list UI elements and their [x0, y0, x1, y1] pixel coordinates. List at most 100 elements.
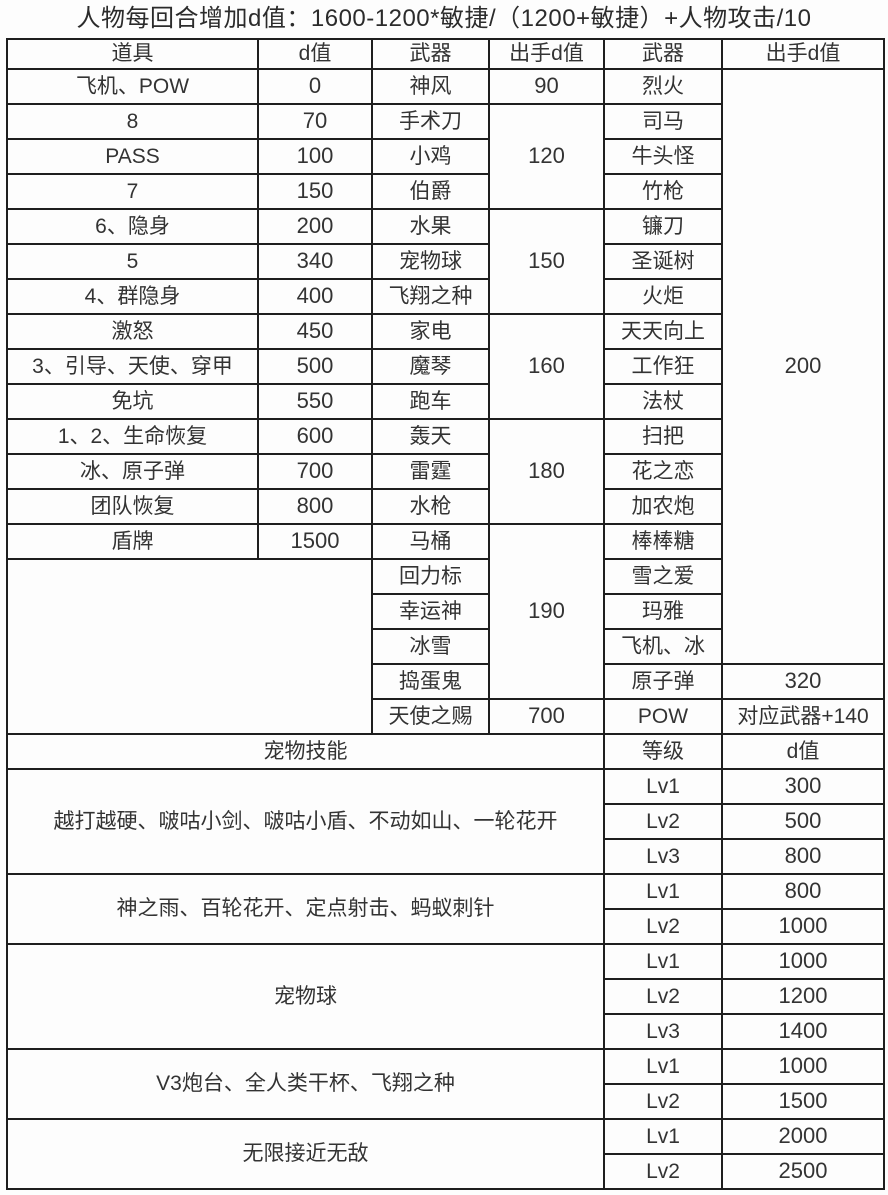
table-row: 回力标 雪之爱	[6, 558, 884, 735]
item-d-cell: 700	[257, 453, 373, 490]
table-row: 团队恢复 800 水枪 加农炮	[6, 488, 884, 525]
header-d: d值	[257, 38, 373, 70]
weapon-d-cell: 90	[488, 68, 605, 105]
item-name-cell: 团队恢复	[6, 488, 259, 525]
weapon-name-cell: 家电	[371, 313, 490, 350]
weapon-name-cell: 神风	[371, 68, 490, 105]
table-row: Lv2 1000	[7, 908, 885, 945]
level-cell: Lv2	[603, 803, 723, 840]
header-weapon1: 武器	[371, 38, 490, 70]
item-name-cell: 3、引导、天使、穿甲	[6, 348, 259, 385]
weapon-d-cell-merged: 160	[488, 313, 605, 420]
pet-group-cell: 无限接近无敌	[6, 1118, 605, 1190]
item-d-cell: 200	[257, 208, 373, 245]
weapon-name-cell: 司马	[603, 103, 723, 140]
level-d-cell: 1000	[721, 1048, 885, 1085]
table-row: 冰、原子弹 700 雷霆 花之恋	[6, 453, 884, 490]
weapon-name-cell: 雪之爱	[603, 558, 723, 595]
table-row: 天使之赐 700 POW 对应武器+140	[7, 698, 885, 735]
item-d-cell: 800	[257, 488, 373, 525]
weapon-name-cell: 天使之赐	[371, 698, 490, 735]
table-row: 7 150 伯爵 竹枪	[6, 173, 884, 210]
weapon-name-cell: 捣蛋鬼	[371, 663, 490, 700]
weapon-name-cell: 手术刀	[371, 103, 490, 140]
level-cell: Lv2	[603, 978, 723, 1015]
weapon-name-cell: 小鸡	[371, 138, 490, 175]
item-d-cell: 600	[257, 418, 373, 455]
item-d-cell: 500	[257, 348, 373, 385]
level-cell: Lv2	[603, 908, 723, 945]
weapon-name-cell: 牛头怪	[603, 138, 723, 175]
weapon-d-cell-merged: 120	[488, 103, 605, 210]
level-d-cell: 800	[721, 873, 885, 910]
item-d-cell: 550	[257, 383, 373, 420]
level-d-cell: 1500	[721, 1083, 885, 1120]
table-row: Lv2 1500	[7, 1083, 885, 1120]
weapon-name-cell: 加农炮	[603, 488, 723, 525]
weapon-name-cell: 玛雅	[603, 593, 723, 630]
item-d-cell: 0	[257, 68, 373, 105]
weapon-name-cell: 飞翔之种	[371, 278, 490, 315]
weapon-name-cell: 原子弹	[603, 663, 723, 700]
weapon-name-cell: 飞机、冰	[603, 628, 723, 665]
level-cell: Lv1	[603, 873, 723, 910]
weapon-name-cell: 棒棒糖	[603, 523, 723, 560]
weapon-name-cell: 工作狂	[603, 348, 723, 385]
item-name-cell: 8	[6, 103, 259, 140]
header-item: 道具	[6, 38, 259, 70]
item-name-cell: 5	[6, 243, 259, 280]
table-header-row: 道具 d值 武器 出手d值 武器 出手d值	[6, 38, 885, 70]
weapon-d-cell: 700	[488, 698, 605, 735]
weapon-d-cell: 对应武器+140	[721, 698, 885, 735]
empty-cell	[6, 558, 373, 735]
table-row: 神之雨、百轮花开、定点射击、蚂蚁刺针 Lv1 800	[6, 873, 885, 945]
weapon-name-cell: 花之恋	[603, 453, 723, 490]
weapon-name-cell: 回力标	[371, 558, 490, 595]
level-cell: Lv1	[603, 1048, 723, 1085]
table-row: 冰雪 飞机、冰	[7, 628, 884, 665]
weapon-name-cell: 火炬	[603, 278, 723, 315]
pet-group-cell: 越打越硬、啵咕小剑、啵咕小盾、不动如山、一轮花开	[6, 768, 605, 875]
item-name-cell: PASS	[6, 138, 259, 175]
weapon-name-cell: 水果	[371, 208, 490, 245]
level-d-cell: 500	[721, 803, 885, 840]
d-value-table: 道具 d值 武器 出手d值 武器 出手d值 飞机、POW 0 神风 90 烈火 …	[6, 38, 885, 1190]
item-name-cell: 6、隐身	[6, 208, 259, 245]
table-row: 盾牌 1500 马桶 190 棒棒糖	[6, 523, 884, 700]
weapon-name-cell: 镰刀	[603, 208, 723, 245]
level-cell: Lv2	[603, 1083, 723, 1120]
level-d-cell: 1400	[721, 1013, 885, 1050]
weapon-d-cell-merged: 200	[721, 68, 885, 665]
weapon-name-cell: 冰雪	[371, 628, 490, 665]
weapon-name-cell: 伯爵	[371, 173, 490, 210]
item-name-cell: 1、2、生命恢复	[6, 418, 259, 455]
page-title: 人物每回合增加d值：1600-1200*敏捷/（1200+敏捷）+人物攻击/10	[76, 5, 812, 32]
header-weapon2: 武器	[603, 38, 723, 70]
weapon-d-cell: 320	[721, 663, 885, 700]
table-row: 8 70 手术刀 120 司马	[6, 103, 884, 210]
table-row: 5 340 宠物球 圣诞树	[6, 243, 884, 280]
level-d-cell: 1000	[721, 943, 885, 980]
table-row: 免坑 550 跑车 法杖	[6, 383, 884, 420]
item-d-cell: 1500	[257, 523, 373, 560]
level-cell: Lv2	[603, 1153, 723, 1190]
weapon-name-cell: 法杖	[603, 383, 723, 420]
header-hand-d2: 出手d值	[721, 38, 885, 70]
weapon-name-cell: 魔琴	[371, 348, 490, 385]
table-row: 捣蛋鬼 原子弹 320	[7, 663, 885, 700]
level-d-cell: 2000	[721, 1118, 885, 1155]
weapon-name-cell: 扫把	[603, 418, 723, 455]
weapon-name-cell: 竹枪	[603, 173, 723, 210]
item-d-cell: 450	[257, 313, 373, 350]
item-name-cell: 激怒	[6, 313, 259, 350]
item-d-cell: 340	[257, 243, 373, 280]
pet-group-cell: 宠物球	[6, 943, 605, 1050]
table-row: 激怒 450 家电 160 天天向上	[6, 313, 884, 420]
item-name-cell: 冰、原子弹	[6, 453, 259, 490]
weapon-name-cell: 宠物球	[371, 243, 490, 280]
weapon-name-cell: 跑车	[371, 383, 490, 420]
pet-group-cell: 神之雨、百轮花开、定点射击、蚂蚁刺针	[6, 873, 605, 945]
level-d-cell: 300	[721, 768, 885, 805]
weapon-name-cell: 轰天	[371, 418, 490, 455]
